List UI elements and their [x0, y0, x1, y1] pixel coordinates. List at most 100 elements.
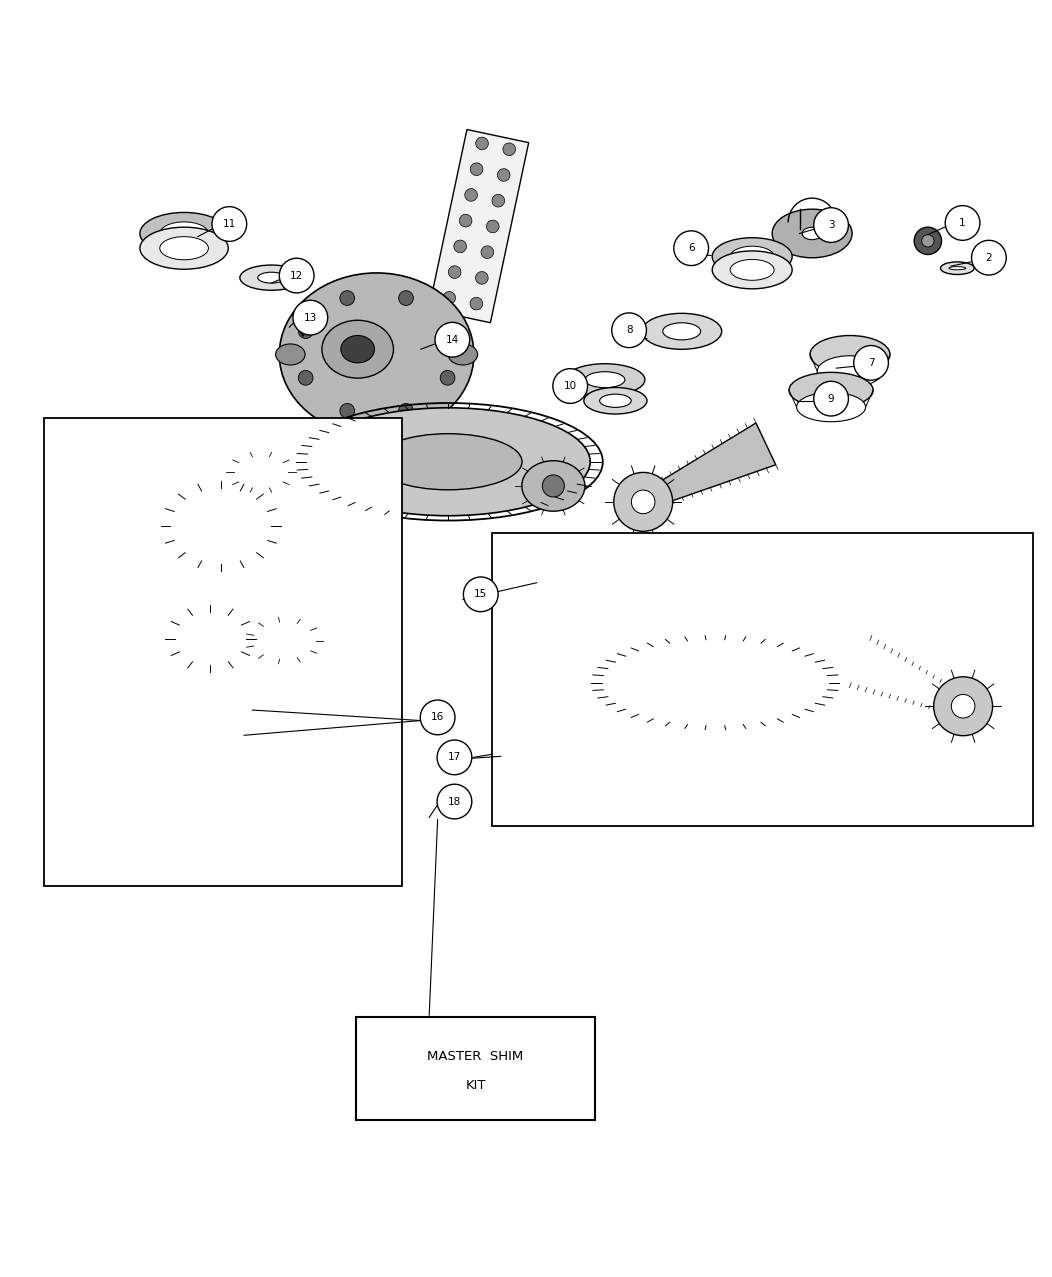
Bar — [44, 418, 402, 886]
Circle shape — [613, 472, 672, 531]
Ellipse shape — [541, 545, 621, 581]
Text: MASTER  SHIM: MASTER SHIM — [427, 1050, 524, 1062]
Ellipse shape — [306, 407, 590, 516]
Ellipse shape — [562, 554, 600, 571]
Circle shape — [340, 404, 355, 418]
Bar — [428, 129, 529, 323]
Circle shape — [421, 700, 454, 734]
Circle shape — [922, 235, 934, 246]
Ellipse shape — [160, 236, 208, 259]
Circle shape — [292, 300, 328, 335]
Circle shape — [514, 697, 526, 709]
Circle shape — [520, 673, 531, 683]
Circle shape — [539, 702, 549, 714]
Circle shape — [543, 475, 564, 497]
Ellipse shape — [322, 321, 393, 378]
Ellipse shape — [987, 678, 1016, 693]
Ellipse shape — [796, 392, 866, 421]
Ellipse shape — [565, 364, 645, 396]
Circle shape — [481, 246, 493, 258]
Circle shape — [438, 784, 472, 819]
Text: 7: 7 — [868, 358, 874, 368]
Circle shape — [279, 258, 313, 292]
Polygon shape — [851, 641, 962, 713]
Ellipse shape — [448, 344, 478, 365]
Circle shape — [476, 272, 488, 285]
Circle shape — [565, 576, 576, 587]
Circle shape — [526, 647, 537, 658]
Ellipse shape — [140, 212, 228, 254]
Ellipse shape — [730, 259, 774, 280]
Ellipse shape — [217, 687, 236, 695]
Circle shape — [290, 312, 309, 331]
Circle shape — [560, 601, 571, 612]
Bar — [356, 1018, 595, 1120]
Circle shape — [631, 490, 655, 513]
Ellipse shape — [995, 682, 1008, 690]
Ellipse shape — [564, 575, 631, 601]
Ellipse shape — [252, 622, 316, 659]
Text: 13: 13 — [304, 313, 317, 323]
Ellipse shape — [246, 464, 276, 481]
Ellipse shape — [772, 209, 852, 258]
Circle shape — [299, 370, 313, 386]
Text: 16: 16 — [431, 713, 444, 723]
Circle shape — [399, 404, 413, 418]
Circle shape — [549, 653, 560, 663]
Polygon shape — [197, 709, 256, 783]
Circle shape — [554, 627, 565, 637]
Ellipse shape — [140, 227, 228, 269]
Ellipse shape — [375, 434, 522, 490]
Circle shape — [299, 324, 313, 338]
Ellipse shape — [600, 395, 631, 407]
Circle shape — [440, 324, 454, 338]
Circle shape — [946, 206, 980, 240]
Circle shape — [934, 677, 993, 736]
Circle shape — [448, 266, 461, 278]
Circle shape — [972, 240, 1006, 275]
Ellipse shape — [996, 692, 1032, 704]
Text: 17: 17 — [448, 752, 461, 762]
Circle shape — [531, 622, 542, 632]
Ellipse shape — [602, 640, 829, 725]
Ellipse shape — [231, 453, 252, 461]
Text: 2: 2 — [986, 253, 992, 263]
Text: 8: 8 — [626, 326, 632, 336]
Text: 3: 3 — [828, 220, 834, 230]
Circle shape — [470, 298, 483, 310]
Ellipse shape — [712, 252, 792, 289]
Bar — [502, 563, 588, 727]
Ellipse shape — [304, 626, 359, 655]
Ellipse shape — [234, 456, 288, 489]
Ellipse shape — [279, 273, 473, 435]
Ellipse shape — [584, 387, 647, 414]
Text: 9: 9 — [828, 393, 834, 404]
Ellipse shape — [802, 227, 823, 240]
Ellipse shape — [160, 222, 208, 245]
Ellipse shape — [119, 461, 190, 511]
Circle shape — [460, 215, 472, 227]
Circle shape — [279, 635, 289, 646]
Ellipse shape — [205, 683, 247, 700]
Ellipse shape — [712, 238, 792, 276]
Circle shape — [914, 227, 942, 254]
Ellipse shape — [817, 356, 883, 387]
Circle shape — [544, 677, 554, 688]
Ellipse shape — [219, 448, 265, 466]
Ellipse shape — [663, 323, 701, 340]
Ellipse shape — [642, 313, 722, 350]
Ellipse shape — [730, 246, 774, 267]
Circle shape — [486, 220, 499, 232]
Polygon shape — [646, 423, 775, 507]
Text: 10: 10 — [564, 381, 576, 391]
Ellipse shape — [175, 612, 246, 665]
Circle shape — [440, 370, 454, 386]
Circle shape — [205, 633, 216, 644]
Circle shape — [340, 291, 355, 305]
Ellipse shape — [197, 628, 224, 649]
Ellipse shape — [276, 344, 305, 365]
Circle shape — [465, 189, 478, 202]
Text: 18: 18 — [448, 797, 461, 807]
Circle shape — [443, 291, 456, 304]
Circle shape — [436, 322, 469, 358]
